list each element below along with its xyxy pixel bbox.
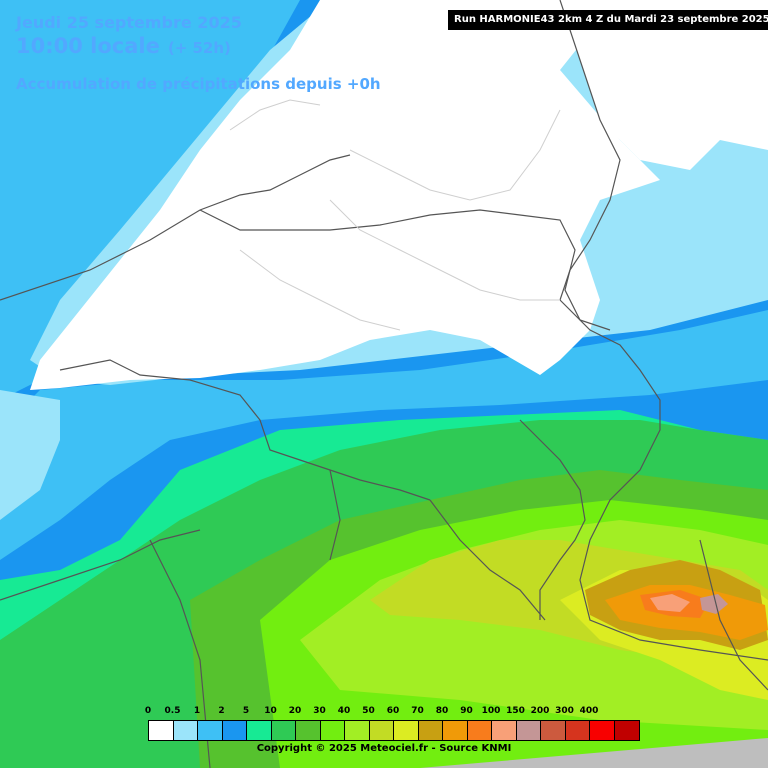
legend-label: 20 [288, 706, 302, 716]
legend-label: 0.5 [164, 706, 181, 716]
legend-label: 90 [460, 706, 473, 716]
border-inner [149, 469, 341, 768]
legend-swatch [173, 721, 198, 740]
border-south [0, 529, 201, 601]
border-fr-be [59, 359, 431, 501]
zone-white-ne [560, 0, 768, 170]
parameter-title: Accumulation de précipitations depuis +0… [16, 75, 381, 93]
run-info: Run HARMONIE43 2km 4 Z du Mardi 23 septe… [448, 10, 768, 30]
legend-swatch [345, 721, 370, 740]
legend-swatch [247, 721, 272, 740]
legend-label: 150 [506, 706, 525, 716]
legend-label: 40 [337, 706, 351, 716]
out-of-domain [420, 738, 768, 768]
legend-label: 70 [411, 706, 424, 716]
zone-sky-blue-2 [0, 310, 768, 560]
legend-swatch [541, 721, 566, 740]
legend-label: 200 [530, 706, 550, 716]
zone-salmon [650, 594, 690, 612]
legend-swatch [516, 721, 541, 740]
legend-swatch [271, 721, 296, 740]
forecast-time: 10:00 locale (+ 52h) [16, 34, 231, 58]
legend-swatch [296, 721, 321, 740]
legend-swatch [467, 721, 492, 740]
zone-light-blue-sw [0, 390, 60, 520]
legend-swatch [320, 721, 345, 740]
forecast-date: Jeudi 25 septembre 2025 [16, 13, 242, 32]
color-legend: 0 0.5 1 2 5 10 20 30 40 50 60 70 80 90 100 150 200 300 400 [145, 706, 640, 741]
lead-time: (+ 52h) [167, 39, 231, 57]
legend-label: 0 [144, 706, 152, 716]
legend-swatch [198, 721, 223, 740]
legend-label: 2 [218, 706, 225, 716]
border-be-nl [199, 209, 611, 331]
coastline [0, 154, 351, 301]
legend-label: 50 [362, 706, 375, 716]
legend-label: 400 [579, 706, 599, 716]
legend-label: 80 [435, 706, 449, 716]
zone-mauve [700, 594, 728, 614]
legend-bar [148, 720, 640, 741]
legend-swatch [443, 721, 468, 740]
legend-label: 1 [193, 706, 201, 716]
legend-label: 100 [481, 706, 501, 716]
legend-swatch [492, 721, 517, 740]
legend-swatch [565, 721, 590, 740]
border-de [559, 0, 768, 661]
legend-swatch [222, 721, 247, 740]
legend-swatch [418, 721, 443, 740]
legend-swatch [614, 721, 639, 740]
legend-label: 30 [313, 706, 326, 716]
legend-swatch [590, 721, 615, 740]
legend-label: 5 [242, 706, 250, 716]
inner-borders [229, 99, 561, 331]
zone-white [30, 0, 660, 390]
legend-label: 300 [555, 706, 574, 716]
legend-swatch [149, 721, 174, 740]
border-lux [519, 419, 586, 620]
border-rhine [699, 539, 768, 691]
legend-label: 60 [386, 706, 400, 716]
legend-swatch [394, 721, 419, 740]
border-fr-lux [429, 499, 546, 621]
forecast-time-label: 10:00 locale [16, 34, 160, 58]
copyright: Copyright © 2025 Meteociel.fr - Source K… [256, 743, 512, 754]
legend-labels: 0 0.5 1 2 5 10 20 30 40 50 60 70 80 90 100 150 200 300 400 [145, 706, 624, 719]
legend-swatch [369, 721, 394, 740]
legend-label: 10 [264, 706, 277, 716]
